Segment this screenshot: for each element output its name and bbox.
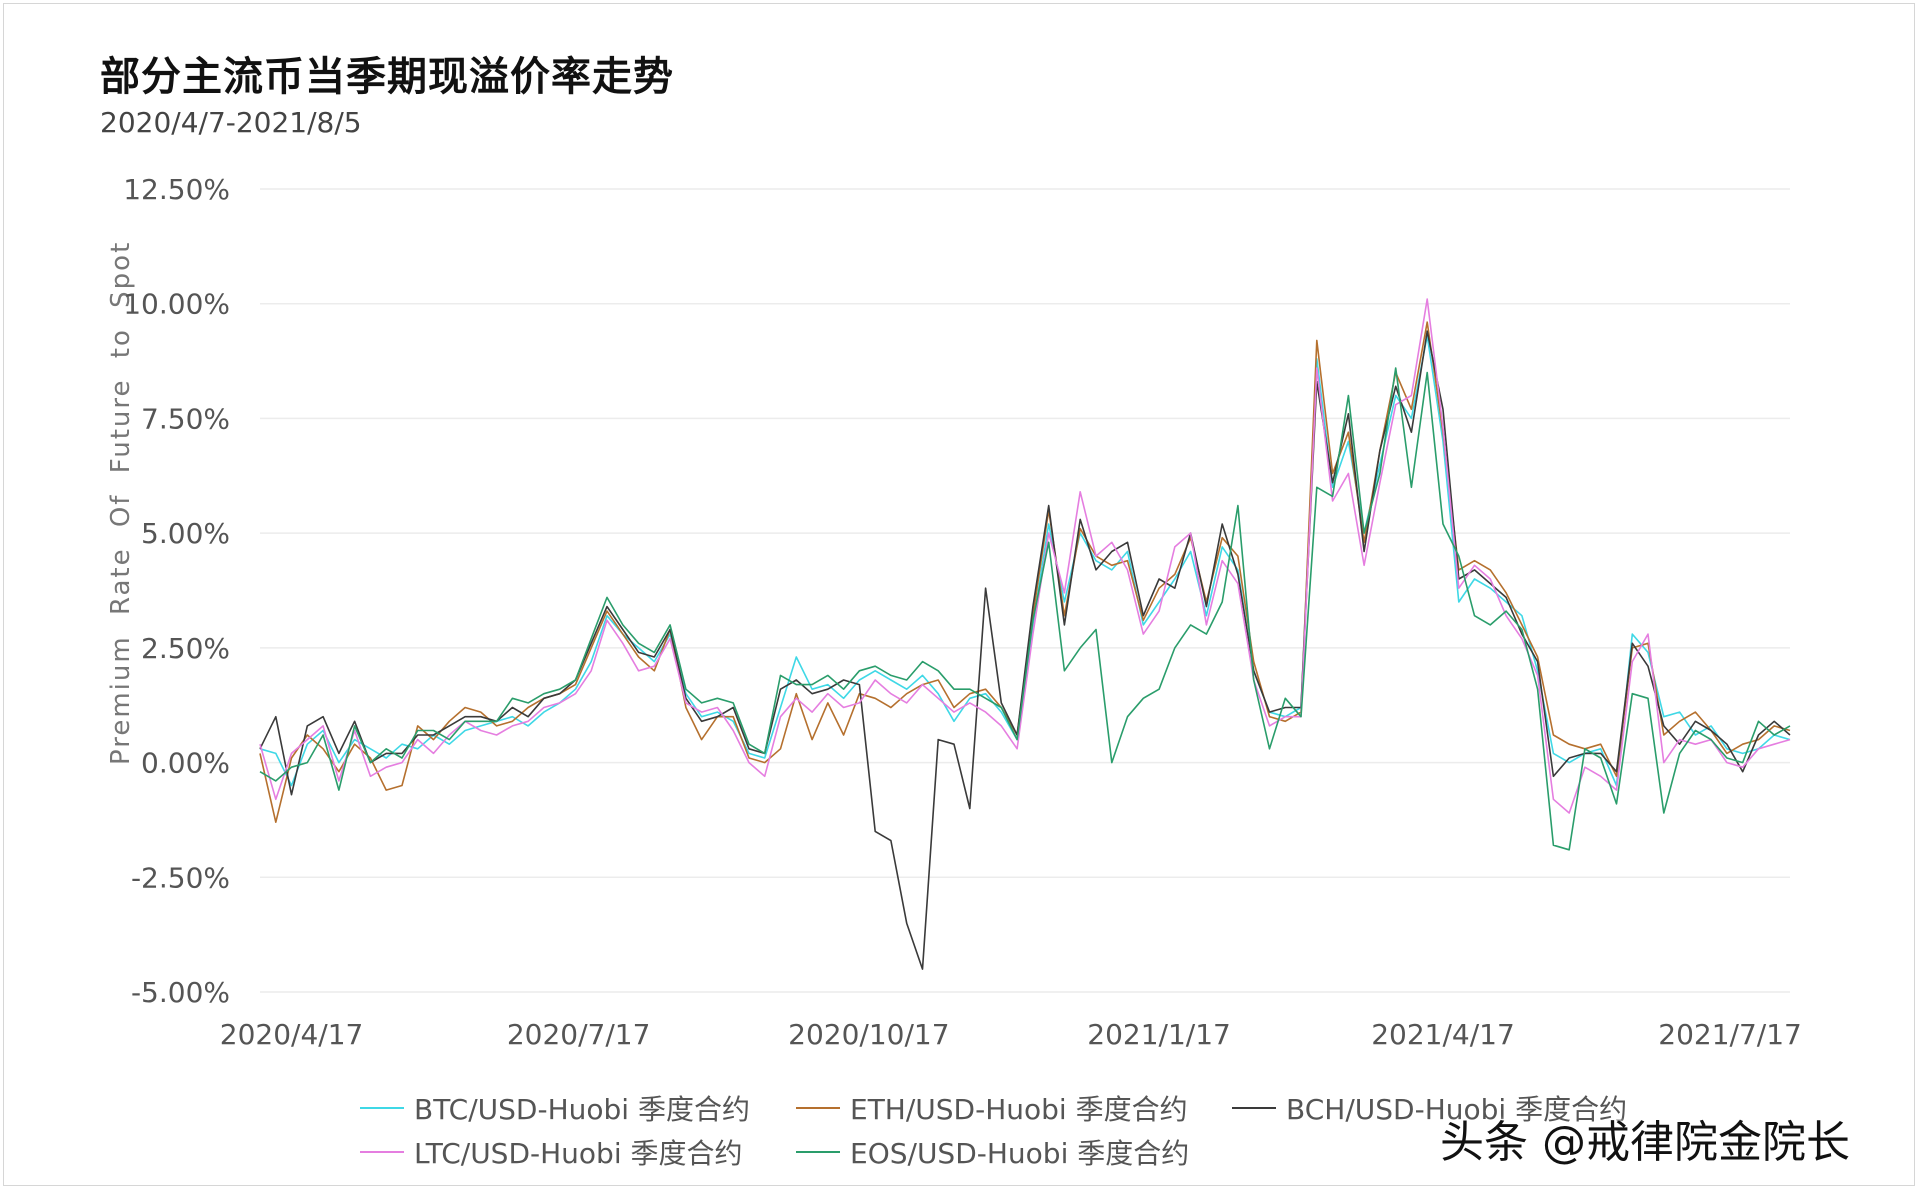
legend-label: BTC/USD-Huobi 季度合约 [414, 1093, 750, 1126]
legend-swatch [1232, 1107, 1276, 1109]
chart-title: 部分主流币当季期现溢价率走势 [100, 54, 674, 100]
y-tick-label: -5.00% [131, 976, 230, 1009]
legend-swatch [796, 1151, 840, 1153]
series-line-3 [259, 298, 1791, 814]
chart-subtitle: 2020/4/7-2021/8/5 [100, 106, 362, 139]
watermark-text: 头条 @戒律院金院长 [1440, 1117, 1850, 1168]
series-line-4 [259, 367, 1791, 851]
y-tick-label: 12.50% [123, 173, 230, 206]
x-tick-label: 2020/7/17 [507, 1018, 651, 1051]
y-tick-label: 5.00% [141, 517, 230, 550]
series-line-1 [259, 321, 1791, 824]
chart-frame [3, 3, 1915, 1186]
x-tick-label: 2020/4/17 [220, 1018, 364, 1051]
legend-item: BCH/USD-Huobi 季度合约 [1232, 1088, 1627, 1128]
legend-swatch [360, 1107, 404, 1109]
legend-label: LTC/USD-Huobi 季度合约 [414, 1137, 743, 1170]
x-tick-label: 2021/4/17 [1371, 1018, 1515, 1051]
x-tick-label: 2021/1/17 [1087, 1018, 1231, 1051]
legend-swatch [360, 1151, 404, 1153]
x-tick-label: 2021/7/17 [1658, 1018, 1802, 1051]
legend-label: BCH/USD-Huobi 季度合约 [1286, 1093, 1628, 1126]
y-tick-label: 7.50% [141, 402, 230, 435]
legend-item: LTC/USD-Huobi 季度合约 [360, 1132, 743, 1172]
legend-item: BTC/USD-Huobi 季度合约 [360, 1088, 750, 1128]
x-tick-label: 2020/10/17 [788, 1018, 949, 1051]
legend-label: EOS/USD-Huobi 季度合约 [850, 1137, 1190, 1170]
y-tick-label: 0.00% [141, 747, 230, 780]
y-tick-label: -2.50% [131, 861, 230, 894]
series-line-2 [259, 330, 1791, 970]
legend-label: ETH/USD-Huobi 季度合约 [850, 1093, 1188, 1126]
y-tick-label: 10.00% [123, 288, 230, 321]
y-tick-label: 2.50% [141, 632, 230, 665]
legend-swatch [796, 1107, 840, 1109]
legend-item: ETH/USD-Huobi 季度合约 [796, 1088, 1188, 1128]
series-line-0 [259, 334, 1791, 787]
legend-item: EOS/USD-Huobi 季度合约 [796, 1132, 1189, 1172]
